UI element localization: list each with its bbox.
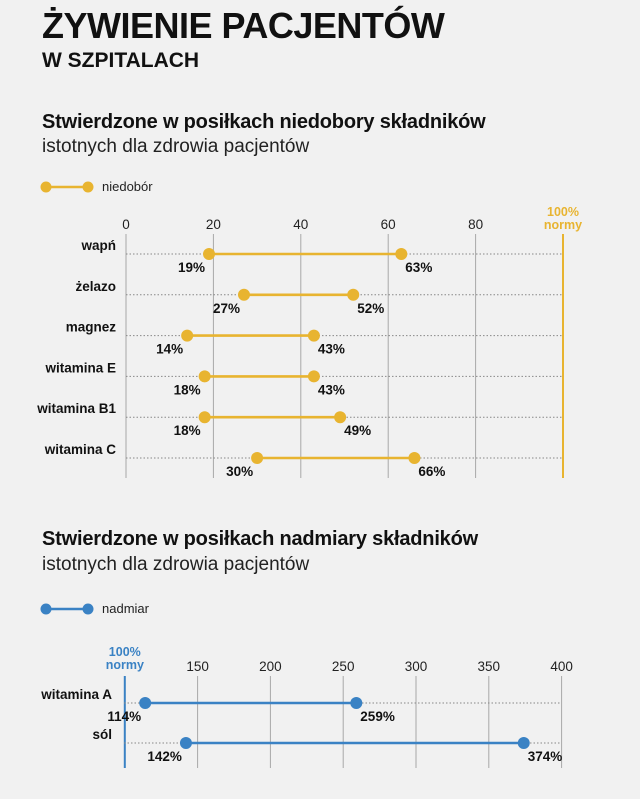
x-tick-label: 250 (332, 659, 355, 674)
max-value-label: 374% (528, 749, 563, 764)
legend-label: nadmiar (102, 601, 150, 616)
x-tick-label: 60 (381, 217, 396, 232)
max-point (408, 452, 421, 464)
category-label: magnez (66, 320, 117, 335)
min-point (179, 737, 192, 749)
min-value-label: 18% (174, 423, 201, 438)
max-point (334, 411, 347, 424)
x-tick-label: 300 (405, 659, 428, 674)
page-title: ŻYWIENIE PACJENTÓW (42, 5, 445, 46)
deficiency-chart-subtitle: istotnych dla zdrowia pacjentów (42, 136, 310, 157)
min-point (237, 288, 250, 301)
category-label: witamina B1 (36, 401, 116, 416)
min-value-label: 18% (174, 382, 201, 397)
min-value-label: 27% (213, 301, 240, 316)
category-label: witamina C (44, 442, 117, 457)
min-point (203, 248, 216, 260)
x-tick-label: 80 (468, 217, 483, 232)
excess-chart-title: Stwierdzone w posiłkach nadmiary składni… (42, 528, 478, 550)
min-point (198, 370, 211, 383)
legend-dot (40, 603, 52, 615)
x-tick-label: 350 (478, 659, 501, 674)
max-point (350, 697, 363, 709)
max-value-label: 66% (418, 464, 445, 479)
reference-label: normy (544, 218, 582, 232)
max-point (307, 329, 320, 342)
category-label: sól (92, 727, 112, 742)
min-value-label: 142% (147, 749, 182, 764)
deficiency-chart: niedobór 0 20 40 60 80 100%normy wapń 19% 63% żela… (36, 179, 582, 479)
deficiency-chart-title: Stwierdzone w posiłkach niedobory składn… (42, 111, 486, 133)
legend-label: niedobór (102, 179, 153, 194)
min-value-label: 30% (226, 464, 253, 479)
x-tick-label: 400 (550, 659, 573, 674)
max-value-label: 43% (318, 342, 345, 357)
max-point (517, 737, 530, 749)
legend-dot (40, 181, 52, 193)
legend-dot (82, 181, 94, 193)
x-tick-label: 200 (259, 659, 282, 674)
category-label: witamina A (40, 687, 112, 702)
x-tick-label: 0 (122, 217, 130, 232)
min-value-label: 19% (178, 260, 205, 275)
max-point (395, 248, 408, 260)
min-point (251, 452, 264, 464)
max-point (347, 288, 360, 301)
x-tick-label: 40 (293, 217, 308, 232)
min-value-label: 114% (107, 709, 141, 724)
max-point (307, 370, 320, 383)
x-tick-label: 20 (206, 217, 221, 232)
reference-label: normy (106, 658, 144, 672)
max-value-label: 43% (318, 382, 345, 397)
legend-dot (82, 603, 94, 615)
reference-label: 100% (547, 205, 579, 219)
max-value-label: 63% (405, 260, 432, 275)
min-point (181, 329, 194, 342)
x-tick-label: 150 (186, 659, 209, 674)
category-label: żelazo (75, 279, 116, 294)
excess-chart: nadmiar 150 200 250 300 350 400 100%normy witami… (40, 601, 573, 768)
max-value-label: 259% (360, 709, 395, 724)
max-value-label: 52% (357, 301, 384, 316)
excess-chart-subtitle: istotnych dla zdrowia pacjentów (42, 554, 310, 575)
min-value-label: 14% (156, 342, 183, 357)
reference-label: 100% (109, 645, 141, 659)
min-point (139, 697, 152, 709)
category-label: wapń (80, 238, 116, 253)
page-subtitle: W SZPITALACH (42, 49, 200, 72)
category-label: witamina E (44, 360, 116, 375)
min-point (198, 411, 211, 424)
max-value-label: 49% (344, 423, 371, 438)
